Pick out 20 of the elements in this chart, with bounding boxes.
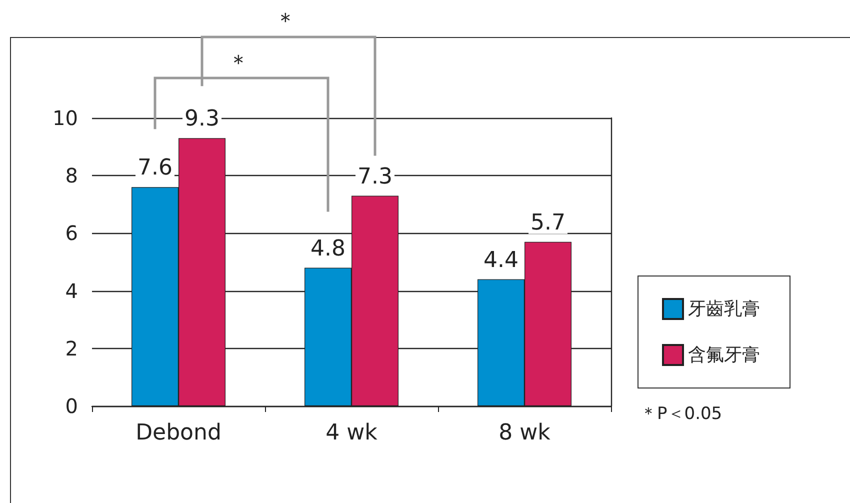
y-tick-label: 4 — [65, 278, 78, 303]
data-label: 7.3 — [358, 164, 392, 190]
text: ＊ — [228, 50, 250, 78]
text: ＊P＜0.05 — [640, 403, 722, 425]
y-tick-label: 6 — [65, 221, 78, 246]
data-label: 4.8 — [310, 236, 346, 262]
x-tick-label: 8 wk — [498, 420, 551, 446]
text: ＊ — [274, 8, 296, 36]
data-label: 9.3 — [184, 106, 220, 132]
data-label: 7.6 — [138, 156, 172, 181]
x-tick-label: Debond — [136, 420, 222, 446]
data-label: 4.4 — [484, 248, 518, 273]
legend-label: 牙齒乳膏 — [688, 298, 760, 320]
x-tick-label: 4 wk — [326, 420, 378, 446]
data-label: 5.7 — [530, 210, 566, 236]
legend-label: 含氟牙膏 — [688, 344, 760, 366]
y-tick-label: 0 — [65, 394, 78, 418]
y-tick-label: 10 — [52, 106, 78, 130]
y-tick-label: 8 — [65, 164, 78, 188]
y-tick-label: 2 — [65, 336, 78, 360]
